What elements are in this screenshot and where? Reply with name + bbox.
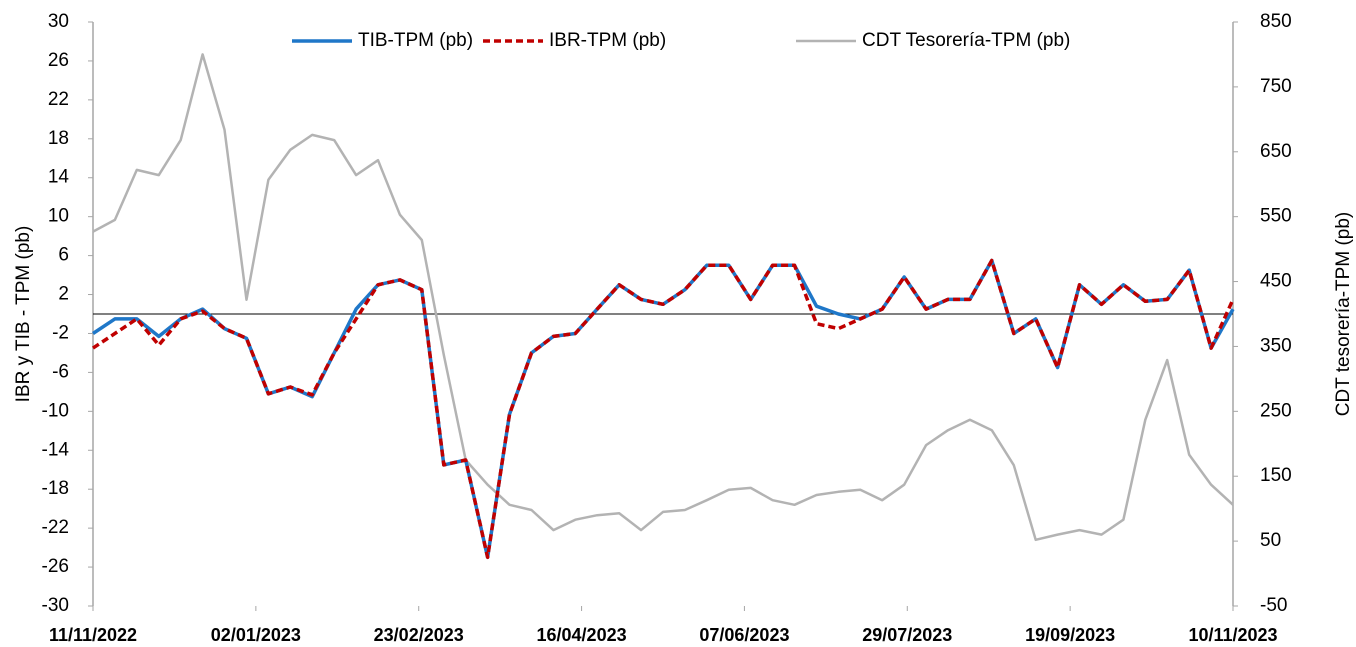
y-tick-label: 26	[48, 50, 69, 71]
y-tick-label: 10	[48, 206, 69, 227]
x-tick-label: 19/09/2023	[1025, 625, 1115, 645]
y-axis-label: IBR y TIB - TPM (pb)	[13, 226, 34, 403]
y-tick-label: -10	[42, 400, 69, 421]
x-tick-label: 07/06/2023	[699, 625, 789, 645]
x-tick-label: 16/04/2023	[537, 625, 627, 645]
y2-tick-label: 50	[1260, 530, 1281, 551]
y2-tick-label: 650	[1260, 141, 1292, 162]
y-tick-label: 2	[58, 284, 69, 305]
y-tick-label: -22	[42, 517, 69, 538]
y2-tick-label: 350	[1260, 335, 1292, 356]
x-tick-label: 29/07/2023	[862, 625, 952, 645]
series-line	[92, 258, 1235, 560]
y2-tick-label: 750	[1260, 76, 1292, 97]
y2-tick-label: 250	[1260, 400, 1292, 421]
y-tick-label: -2	[52, 322, 69, 343]
y-tick-label: -14	[42, 439, 70, 460]
y-tick-label: 22	[48, 89, 69, 110]
y-tick-label: 30	[48, 11, 69, 32]
y-tick-label: 18	[48, 128, 69, 149]
y-tick-label: -30	[42, 595, 69, 616]
x-tick-label: 11/11/2022	[49, 625, 137, 645]
legend-label: CDT Tesorería-TPM (pb)	[862, 30, 1070, 51]
x-tick-label: 10/11/2023	[1188, 625, 1277, 645]
y2-tick-label: 550	[1260, 206, 1292, 227]
x-tick-label: 23/02/2023	[374, 625, 464, 645]
y2-axis-label: CDT tesorería-TPM (pb)	[1333, 212, 1354, 416]
y2-tick-label: 150	[1260, 465, 1292, 486]
y-tick-label: -6	[52, 361, 69, 382]
legend-label: TIB-TPM (pb)	[358, 30, 473, 51]
y2-tick-label: 450	[1260, 271, 1292, 292]
y-tick-label: -18	[42, 478, 69, 499]
y-tick-label: 6	[58, 245, 69, 266]
y-tick-label: 14	[48, 167, 70, 188]
x-tick-label: 02/01/2023	[211, 625, 301, 645]
y-tick-label: -26	[42, 556, 69, 577]
series-line	[92, 53, 1234, 542]
legend-label: IBR-TPM (pb)	[549, 30, 666, 51]
y2-tick-label: -50	[1260, 595, 1287, 616]
y2-tick-label: 850	[1260, 11, 1292, 32]
